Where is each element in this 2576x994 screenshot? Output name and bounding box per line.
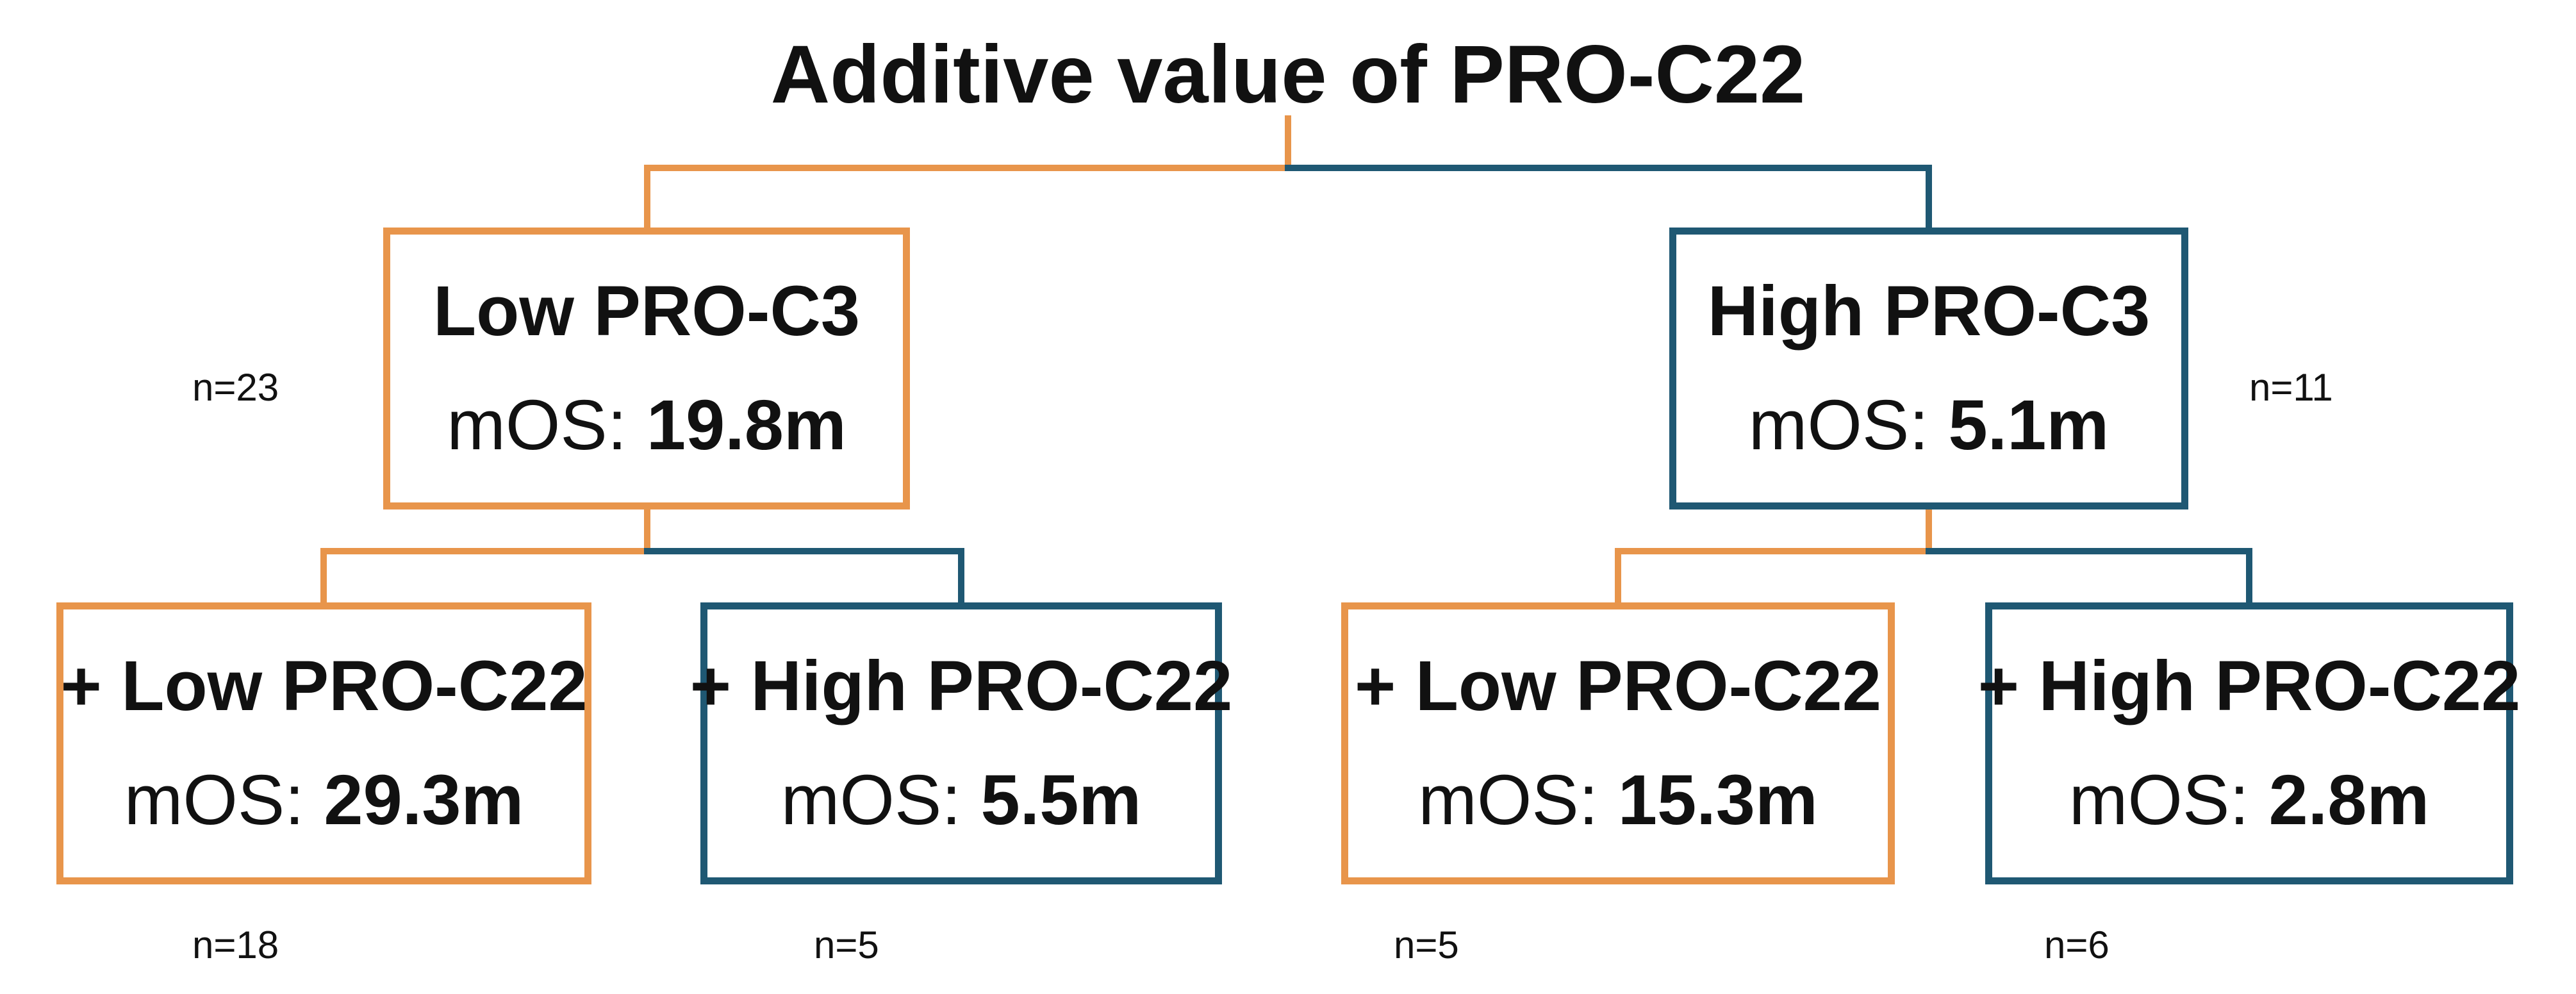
stat-prefix: mOS: xyxy=(1418,761,1599,840)
stat-value: 29.3m xyxy=(324,761,524,840)
node-lowc3-low-pro-c22: + Low PRO-C22 mOS: 29.3m xyxy=(56,602,591,884)
connector-lowc3-highc22 xyxy=(644,548,964,606)
node-label: + High PRO-C22 xyxy=(1977,647,2521,725)
sample-size-low-pro-c3: n=23 xyxy=(192,366,279,409)
stat-value: 2.8m xyxy=(2268,761,2430,840)
node-label: Low PRO-C3 xyxy=(433,272,861,351)
stat-value: 19.8m xyxy=(646,386,846,465)
connector-lowc3-lowc22 xyxy=(320,506,650,606)
sample-size-leaf-4: n=6 xyxy=(2044,924,2110,966)
sample-size-leaf-2: n=5 xyxy=(814,924,879,966)
stat-prefix: mOS: xyxy=(780,761,961,840)
stat-value: 5.5m xyxy=(980,761,1142,840)
stat-prefix: mOS: xyxy=(1748,386,1929,465)
node-highc3-high-pro-c22: + High PRO-C22 mOS: 2.8m xyxy=(1978,602,2520,884)
node-stat: mOS: 15.3m xyxy=(1418,759,1818,842)
node-stat: mOS: 5.1m xyxy=(1749,384,2109,467)
sample-size-leaf-1: n=18 xyxy=(192,924,279,966)
node-label: + Low PRO-C22 xyxy=(60,647,588,725)
node-label: + Low PRO-C22 xyxy=(1354,647,1882,725)
node-high-pro-c3: High PRO-C3 mOS: 5.1m xyxy=(1669,228,2188,509)
connector-highc3-highc22 xyxy=(1926,548,2252,606)
node-stat: mOS: 29.3m xyxy=(124,759,524,842)
diagram-title: Additive value of PRO-C22 xyxy=(770,29,1806,120)
connector-root-high xyxy=(1285,165,1932,231)
sample-size-high-pro-c3: n=11 xyxy=(2249,366,2333,409)
node-stat: mOS: 19.8m xyxy=(447,384,846,467)
connector-highc3-lowc22 xyxy=(1615,506,1932,606)
connector-root-low xyxy=(644,115,1291,231)
stat-prefix: mOS: xyxy=(2068,761,2249,840)
stat-prefix: mOS: xyxy=(447,386,627,465)
stat-value: 5.1m xyxy=(1948,386,2110,465)
node-lowc3-high-pro-c22: + High PRO-C22 mOS: 5.5m xyxy=(690,602,1232,884)
stat-value: 15.3m xyxy=(1617,761,1818,840)
node-label: + High PRO-C22 xyxy=(689,647,1233,725)
stat-prefix: mOS: xyxy=(124,761,304,840)
node-stat: mOS: 2.8m xyxy=(2069,759,2429,842)
node-label: High PRO-C3 xyxy=(1707,272,2151,351)
node-low-pro-c3: Low PRO-C3 mOS: 19.8m xyxy=(383,228,910,509)
sample-size-leaf-3: n=5 xyxy=(1394,924,1459,966)
node-stat: mOS: 5.5m xyxy=(781,759,1141,842)
node-highc3-low-pro-c22: + Low PRO-C22 mOS: 15.3m xyxy=(1341,602,1895,884)
